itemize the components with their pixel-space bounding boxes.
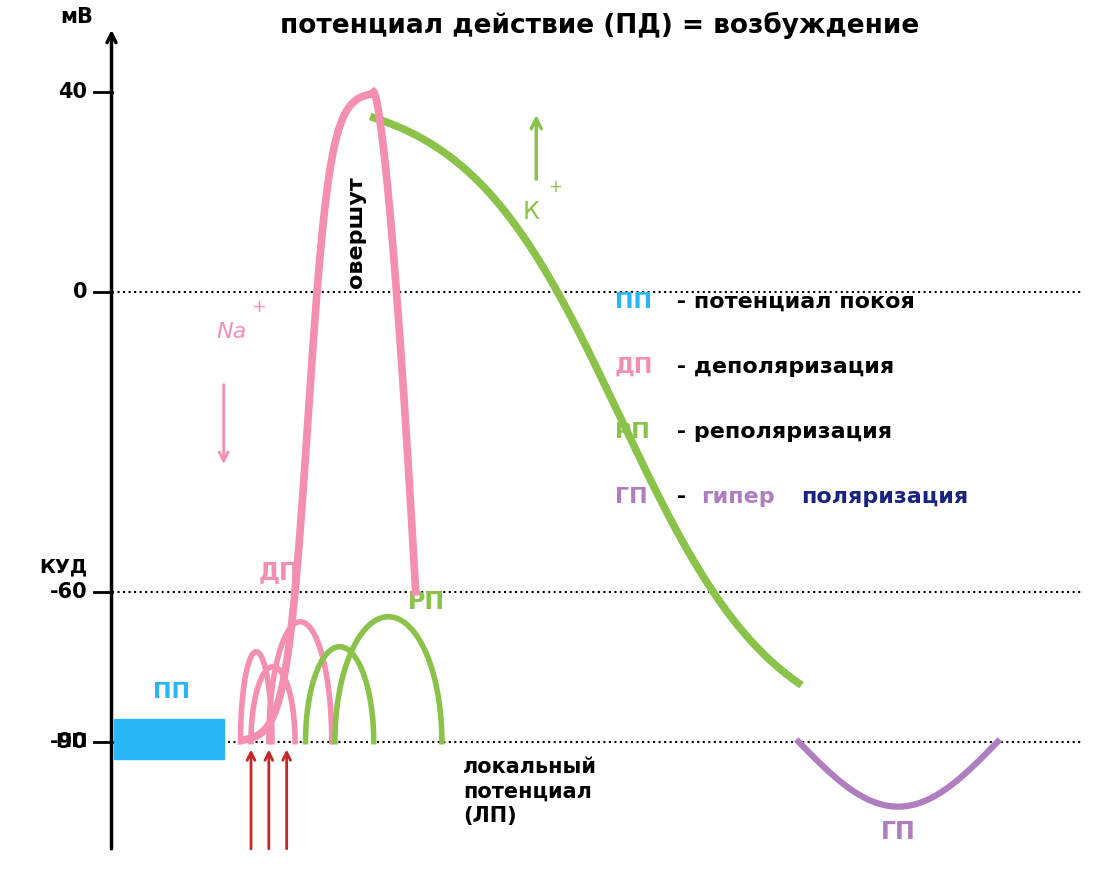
Text: 0: 0 (73, 282, 87, 302)
Text: ГП: ГП (615, 487, 648, 507)
Text: ПП: ПП (615, 292, 652, 312)
Text: Na: Na (216, 322, 246, 342)
Text: овершут: овершут (346, 176, 365, 288)
Text: мВ: мВ (61, 7, 94, 27)
Text: РП: РП (615, 422, 649, 442)
Text: потенциал действие (ПД) = возбуждение: потенциал действие (ПД) = возбуждение (279, 12, 919, 39)
Text: поляризация: поляризация (802, 487, 969, 507)
Text: +: + (549, 178, 562, 196)
Text: гипер: гипер (701, 487, 775, 507)
Text: РП: РП (407, 590, 445, 614)
Text: локальный
потенциал
(ЛП): локальный потенциал (ЛП) (463, 757, 597, 826)
Text: -90: -90 (50, 732, 87, 751)
Text: ДП: ДП (615, 357, 654, 377)
Text: ПП: ПП (55, 732, 87, 751)
Text: -: - (669, 487, 694, 507)
Bar (114, 719, 224, 759)
Text: ДП: ДП (259, 560, 299, 584)
Text: -60: -60 (50, 582, 87, 601)
Text: +: + (251, 298, 266, 316)
Text: - деполяризация: - деполяризация (669, 357, 894, 377)
Text: ГП: ГП (881, 819, 915, 843)
Text: К: К (522, 200, 540, 224)
Text: - реполяризация: - реполяризация (669, 422, 893, 442)
Text: КУД: КУД (40, 557, 87, 577)
Text: 40: 40 (59, 82, 87, 102)
Text: - потенциал покоя: - потенциал покоя (669, 292, 915, 312)
Text: ПП: ПП (152, 682, 190, 702)
